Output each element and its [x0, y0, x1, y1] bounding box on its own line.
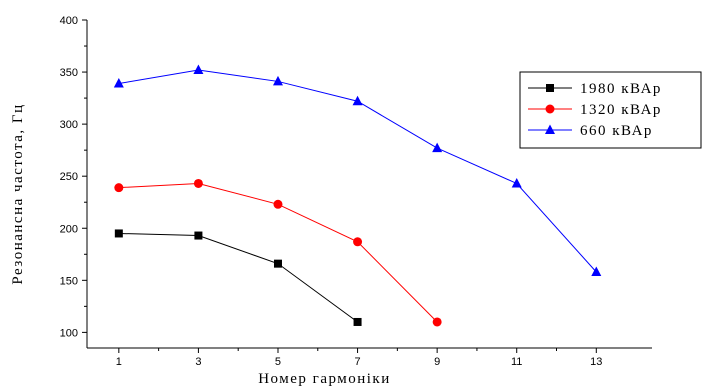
y-tick-label: 150	[60, 275, 78, 287]
x-tick-label: 13	[590, 356, 602, 368]
series-layer	[113, 64, 602, 327]
legend-marker	[546, 84, 554, 92]
legend-label: 660 кВАр	[580, 123, 653, 139]
data-point	[113, 78, 124, 88]
series-1	[114, 229, 362, 326]
series-3	[113, 64, 602, 276]
data-point	[194, 231, 203, 240]
legend-marker	[545, 124, 555, 134]
data-point	[114, 229, 123, 238]
series-line	[118, 232, 358, 323]
data-point	[114, 183, 124, 193]
data-point	[432, 142, 443, 153]
data-point	[352, 95, 363, 106]
y-axis-title: Резонансна частота, Гц	[10, 103, 26, 284]
legend-label: 1320 кВАр	[580, 102, 662, 118]
data-point	[511, 177, 522, 188]
y-tick-label: 400	[60, 15, 78, 27]
data-point	[272, 75, 283, 86]
data-point	[353, 237, 363, 247]
x-tick-label: 9	[434, 356, 440, 368]
legend-marker	[545, 104, 555, 114]
data-point	[273, 259, 282, 268]
x-tick-label: 1	[116, 356, 122, 368]
data-point	[273, 199, 283, 209]
axes	[86, 20, 652, 349]
y-tick-label: 200	[60, 223, 78, 235]
legend-label: 1980 кВАр	[580, 81, 662, 97]
legend-item: 660 кВАр	[528, 123, 653, 139]
data-point	[591, 266, 602, 276]
x-tick-label: 5	[275, 356, 281, 368]
legend: 1980 кВАр 1320 кВАр 660 кВАр	[519, 71, 702, 149]
x-axis-title: Номер гармоніки	[258, 371, 391, 387]
legend-item: 1980 кВАр	[528, 81, 662, 97]
series-2	[114, 178, 442, 327]
x-tick-label: 3	[195, 356, 201, 368]
x-tick-label: 11	[511, 356, 522, 368]
y-tick-label: 350	[60, 67, 78, 79]
y-tick-label: 100	[60, 327, 78, 339]
data-point	[353, 317, 362, 326]
x-tick-label: 7	[355, 356, 361, 368]
y-tick-label: 250	[60, 171, 78, 183]
data-point	[193, 64, 204, 74]
legend-item: 1320 кВАр	[528, 102, 662, 118]
y-tick-label: 300	[60, 119, 78, 131]
data-point	[193, 178, 203, 188]
data-point	[432, 317, 442, 327]
